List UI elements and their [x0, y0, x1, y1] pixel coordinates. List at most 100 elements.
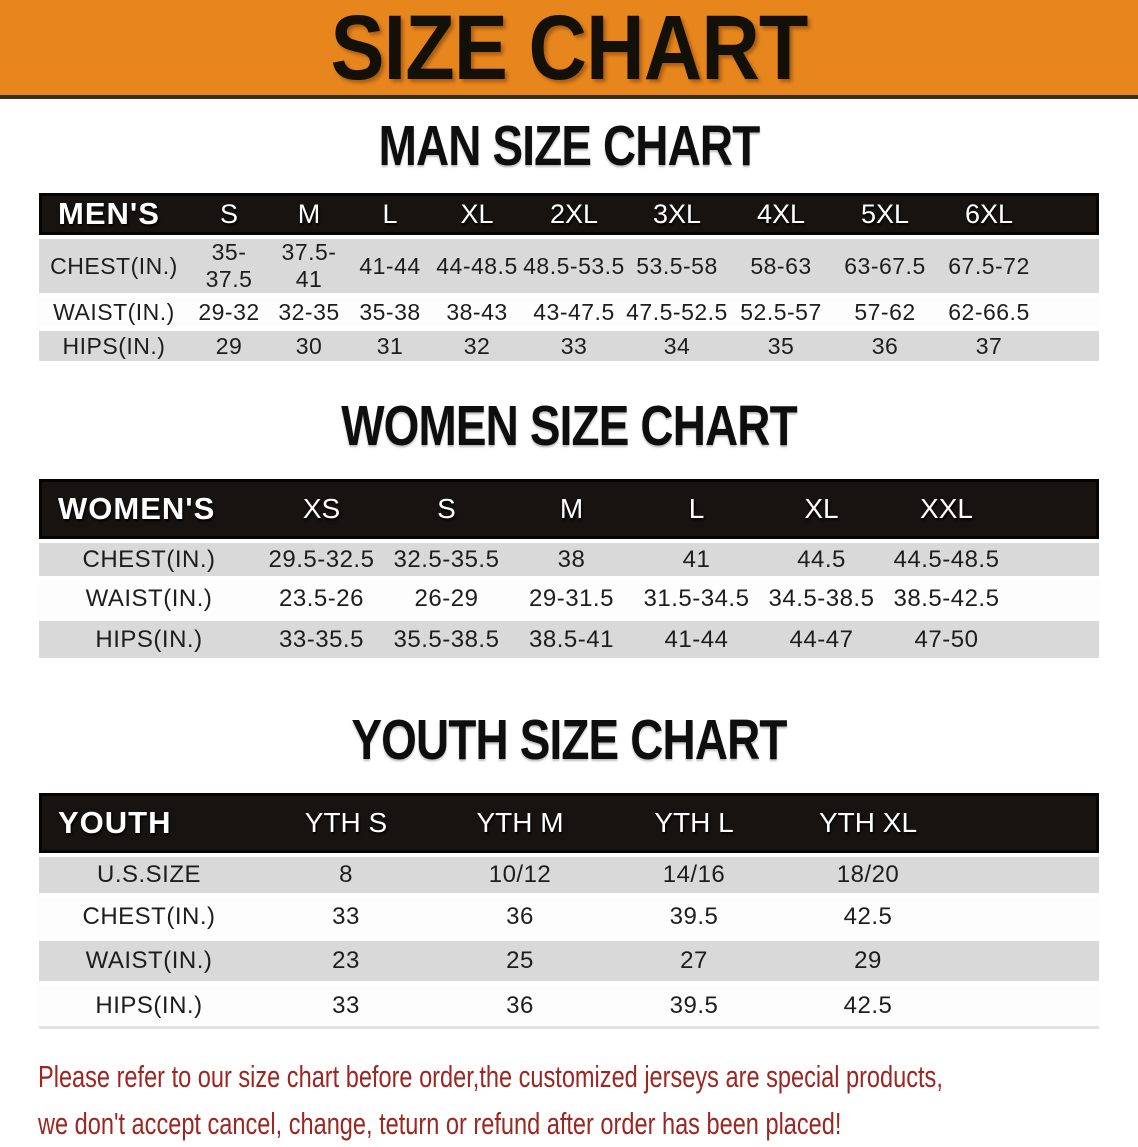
table-cell: 31 — [349, 331, 431, 365]
men-size-header: 4XL — [729, 193, 833, 235]
table-cell: 14/16 — [607, 853, 781, 897]
women-size-header: S — [384, 479, 509, 539]
table-cell: 34 — [625, 331, 729, 365]
table-cell: 39.5 — [607, 897, 781, 941]
table-cell: 32-35 — [269, 297, 349, 331]
women-header-row: WOMEN'S XS S M L XL XXL — [39, 479, 1099, 539]
table-cell: 23.5-26 — [259, 580, 384, 621]
spacer-cell — [955, 793, 1099, 853]
table-cell: 62-66.5 — [937, 297, 1041, 331]
table-cell: 31.5-34.5 — [634, 580, 759, 621]
table-cell: 35.5-38.5 — [384, 621, 509, 662]
table-cell: 57-62 — [833, 297, 937, 331]
women-section-title: WOMEN SIZE CHART — [0, 394, 1138, 458]
women-hips-row: HIPS(IN.) 33-35.5 35.5-38.5 38.5-41 41-4… — [39, 621, 1099, 662]
men-header-row: MEN'S S M L XL 2XL 3XL 4XL 5XL 6XL — [39, 193, 1099, 235]
table-cell: 38-43 — [431, 297, 523, 331]
table-cell: 67.5-72 — [937, 235, 1041, 297]
men-chest-row: CHEST(IN.) 35-37.5 37.5-41 41-44 44-48.5… — [39, 235, 1099, 297]
disclaimer-line-1: Please refer to our size chart before or… — [38, 1059, 943, 1094]
youth-header-row: YOUTH YTH S YTH M YTH L YTH XL — [39, 793, 1099, 853]
men-hips-row: HIPS(IN.) 29 30 31 32 33 34 35 36 37 — [39, 331, 1099, 365]
youth-category-label: YOUTH — [39, 793, 259, 853]
table-cell: 36 — [433, 897, 607, 941]
men-section-title-text: MAN SIZE CHART — [378, 114, 761, 178]
table-cell: 26-29 — [384, 580, 509, 621]
youth-hips-row: HIPS(IN.) 33 36 39.5 42.5 — [39, 985, 1099, 1029]
table-cell: 43-47.5 — [523, 297, 625, 331]
table-cell: 35-38 — [349, 297, 431, 331]
table-cell: 32.5-35.5 — [384, 539, 509, 580]
disclaimer-line-2: we don't accept cancel, change, teturn o… — [38, 1106, 842, 1141]
row-label: HIPS(IN.) — [39, 331, 189, 365]
table-cell: 36 — [433, 985, 607, 1029]
spacer-cell — [1009, 539, 1099, 580]
table-cell: 58-63 — [729, 235, 833, 297]
row-label: CHEST(IN.) — [39, 539, 259, 580]
women-size-header: L — [634, 479, 759, 539]
spacer-cell — [1009, 479, 1099, 539]
table-cell: 47-50 — [884, 621, 1009, 662]
table-cell: 44-47 — [759, 621, 884, 662]
youth-chest-row: CHEST(IN.) 33 36 39.5 42.5 — [39, 897, 1099, 941]
spacer-cell — [1041, 331, 1099, 365]
table-cell: 18/20 — [781, 853, 955, 897]
women-size-header: XL — [759, 479, 884, 539]
spacer-cell — [1009, 580, 1099, 621]
row-label: HIPS(IN.) — [39, 985, 259, 1029]
women-section-title-text: WOMEN SIZE CHART — [341, 394, 797, 458]
table-cell: 41-44 — [634, 621, 759, 662]
youth-size-header: YTH M — [433, 793, 607, 853]
men-section-title: MAN SIZE CHART — [0, 114, 1138, 178]
youth-size-header: YTH S — [259, 793, 433, 853]
men-size-header: S — [189, 193, 269, 235]
table-cell: 38.5-41 — [509, 621, 634, 662]
table-cell: 33 — [259, 985, 433, 1029]
table-cell: 29 — [781, 941, 955, 985]
table-cell: 35 — [729, 331, 833, 365]
table-cell: 8 — [259, 853, 433, 897]
table-cell: 23 — [259, 941, 433, 985]
row-label: CHEST(IN.) — [39, 897, 259, 941]
men-size-header: XL — [431, 193, 523, 235]
men-size-header: M — [269, 193, 349, 235]
table-cell: 48.5-53.5 — [523, 235, 625, 297]
table-cell: 47.5-52.5 — [625, 297, 729, 331]
row-label: WAIST(IN.) — [39, 580, 259, 621]
spacer-cell — [1041, 235, 1099, 297]
men-size-header: L — [349, 193, 431, 235]
table-cell: 37.5-41 — [269, 235, 349, 297]
row-label: U.S.SIZE — [39, 853, 259, 897]
table-cell: 25 — [433, 941, 607, 985]
table-cell: 38 — [509, 539, 634, 580]
table-cell: 44.5 — [759, 539, 884, 580]
women-category-label: WOMEN'S — [39, 479, 259, 539]
table-cell: 42.5 — [781, 985, 955, 1029]
table-cell: 37 — [937, 331, 1041, 365]
table-cell: 10/12 — [433, 853, 607, 897]
youth-size-table: YOUTH YTH S YTH M YTH L YTH XL U.S.SIZE … — [39, 793, 1099, 1029]
women-size-header: M — [509, 479, 634, 539]
row-label: HIPS(IN.) — [39, 621, 259, 662]
table-cell: 29 — [189, 331, 269, 365]
table-cell: 41-44 — [349, 235, 431, 297]
women-chest-row: CHEST(IN.) 29.5-32.5 32.5-35.5 38 41 44.… — [39, 539, 1099, 580]
row-label: CHEST(IN.) — [39, 235, 189, 297]
spacer-cell — [1041, 193, 1099, 235]
banner-title: SIZE CHART — [330, 0, 809, 99]
men-size-header: 3XL — [625, 193, 729, 235]
spacer-cell — [1009, 621, 1099, 662]
disclaimer-note: Please refer to our size chart before or… — [0, 1053, 1138, 1147]
table-cell: 29-32 — [189, 297, 269, 331]
table-cell: 33 — [523, 331, 625, 365]
row-label: WAIST(IN.) — [39, 941, 259, 985]
youth-ussize-row: U.S.SIZE 8 10/12 14/16 18/20 — [39, 853, 1099, 897]
youth-section-title: YOUTH SIZE CHART — [0, 712, 1138, 769]
women-waist-row: WAIST(IN.) 23.5-26 26-29 29-31.5 31.5-34… — [39, 580, 1099, 621]
row-label: WAIST(IN.) — [39, 297, 189, 331]
spacer-cell — [955, 853, 1099, 897]
table-cell: 53.5-58 — [625, 235, 729, 297]
table-cell: 27 — [607, 941, 781, 985]
table-cell: 52.5-57 — [729, 297, 833, 331]
